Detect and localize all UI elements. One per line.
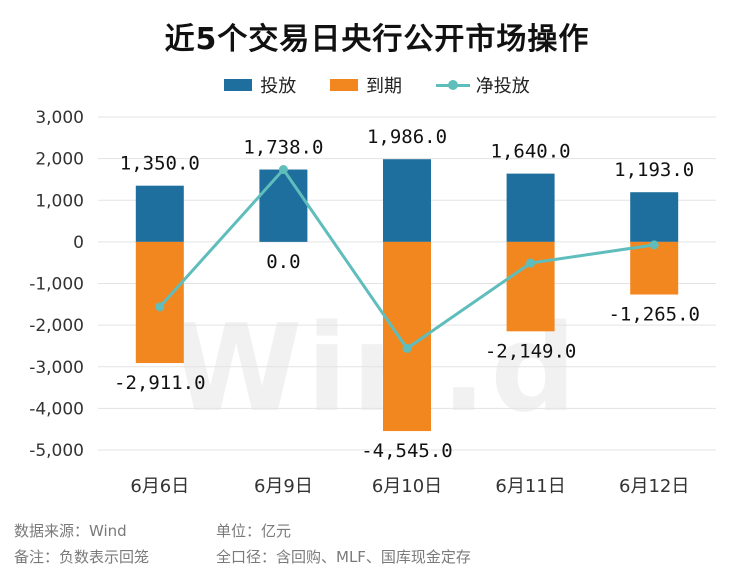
data-label-injection: 1,738.0 bbox=[243, 137, 323, 159]
legend-item-net-injection: 净投放 bbox=[435, 72, 530, 98]
note-scope: 全口径：含回购、MLF、国库现金定存 bbox=[216, 548, 471, 566]
data-label-injection: 1,640.0 bbox=[491, 141, 571, 163]
legend-item-injection: 投放 bbox=[224, 72, 296, 98]
legend-label-maturity: 到期 bbox=[366, 76, 402, 97]
bar-injection bbox=[259, 169, 308, 242]
chart-title: 近5个交易日央行公开市场操作 bbox=[164, 22, 590, 57]
x-tick-label: 6月9日 bbox=[254, 476, 313, 497]
y-tick-label: -5,000 bbox=[29, 441, 84, 461]
data-label-maturity: -2,149.0 bbox=[485, 340, 577, 362]
point-net-injection bbox=[155, 302, 165, 312]
data-label-maturity: -4,545.0 bbox=[361, 440, 453, 462]
legend: 投放 到期 净投放 bbox=[0, 72, 754, 98]
point-net-injection bbox=[278, 165, 288, 175]
y-tick-label: 1,000 bbox=[35, 191, 84, 211]
note-remark: 备注：负数表示回笼 bbox=[14, 548, 150, 566]
data-label-injection: 1,350.0 bbox=[120, 153, 200, 175]
data-label-maturity: -1,265.0 bbox=[608, 304, 700, 326]
bar-injection bbox=[383, 159, 431, 242]
legend-swatch-maturity bbox=[330, 79, 358, 91]
legend-label-net-injection: 净投放 bbox=[475, 76, 530, 97]
data-label-maturity: -2,911.0 bbox=[114, 372, 206, 394]
y-tick-label: 0 bbox=[73, 233, 84, 253]
bar-injection bbox=[630, 192, 679, 242]
x-tick-label: 6月6日 bbox=[130, 476, 189, 497]
note-unit: 单位：亿元 bbox=[216, 522, 292, 540]
data-label-injection: 1,193.0 bbox=[614, 159, 694, 181]
data-label-maturity: 0.0 bbox=[266, 251, 300, 273]
legend-item-maturity: 到期 bbox=[330, 72, 402, 98]
legend-label-injection: 投放 bbox=[260, 76, 297, 97]
data-label-injection: 1,986.0 bbox=[367, 126, 447, 148]
bar-maturity bbox=[630, 241, 679, 295]
bar-maturity bbox=[506, 241, 555, 332]
legend-swatch-net-injection bbox=[435, 79, 470, 91]
y-tick-label: -2,000 bbox=[29, 316, 84, 336]
bar-injection bbox=[135, 185, 184, 242]
y-tick-label: -3,000 bbox=[29, 358, 84, 378]
point-net-injection bbox=[402, 343, 412, 353]
y-tick-label: -4,000 bbox=[29, 399, 84, 419]
y-tick-label: 2,000 bbox=[35, 150, 84, 170]
legend-swatch-injection bbox=[224, 79, 253, 91]
bar-injection bbox=[506, 173, 555, 242]
y-tick-label: 3,000 bbox=[35, 108, 84, 128]
point-net-injection bbox=[526, 258, 536, 268]
y-tick-label: -1,000 bbox=[29, 275, 84, 295]
point-net-injection bbox=[649, 240, 659, 250]
x-tick-label: 6月11日 bbox=[495, 476, 565, 497]
x-tick-label: 6月10日 bbox=[372, 476, 442, 497]
x-tick-label: 6月12日 bbox=[619, 476, 689, 497]
note-source: 数据来源：Wind bbox=[14, 522, 127, 540]
